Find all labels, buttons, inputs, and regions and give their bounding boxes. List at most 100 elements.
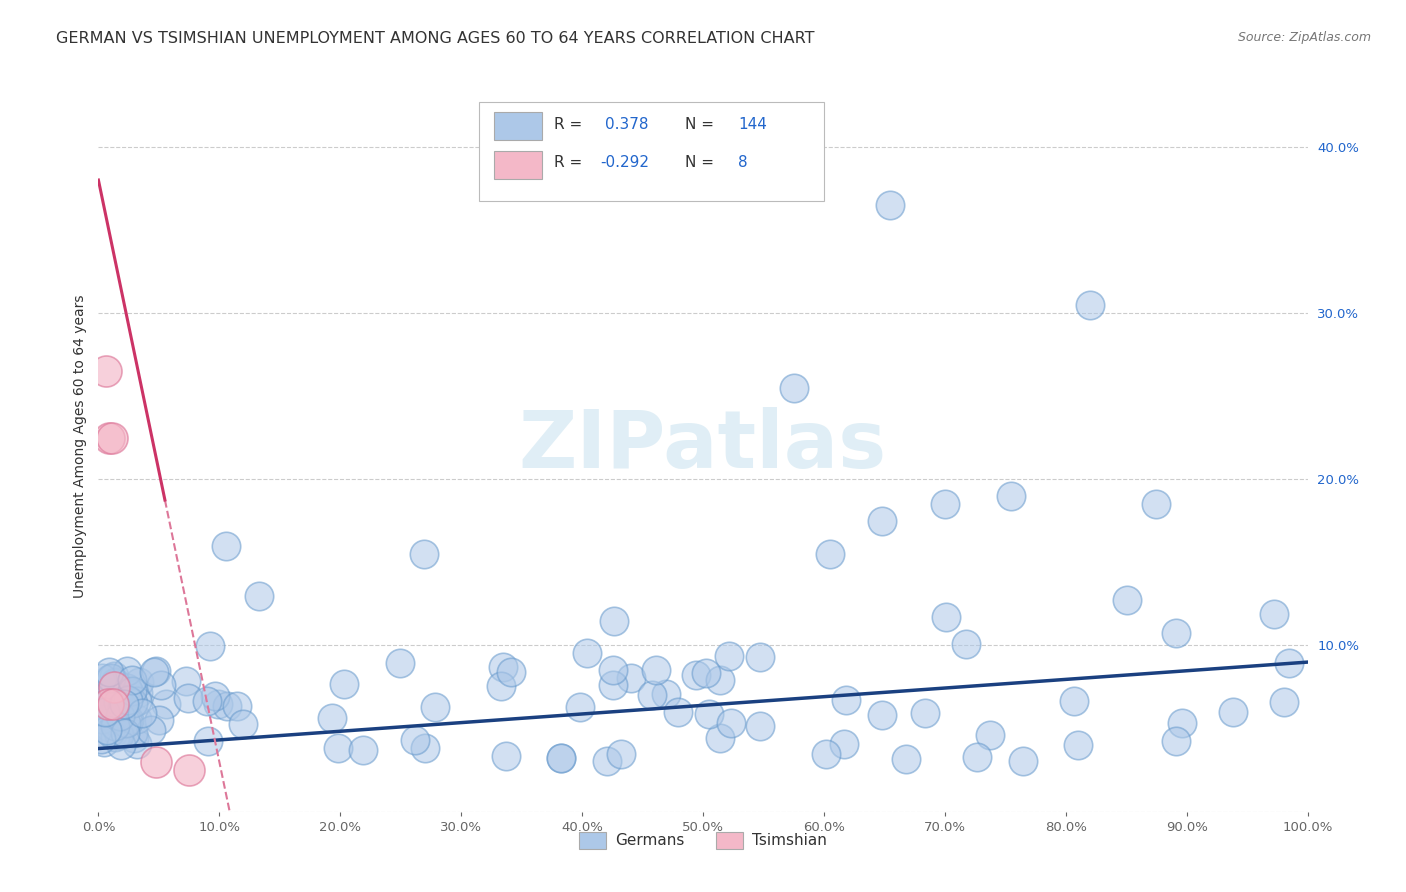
Point xyxy=(97,720,120,734)
Point xyxy=(115,681,138,696)
Point xyxy=(602,678,624,692)
Point xyxy=(100,714,122,729)
Bar xyxy=(494,152,543,179)
Point xyxy=(127,686,149,700)
Point xyxy=(104,689,127,703)
Point xyxy=(818,547,841,561)
Point xyxy=(835,692,858,706)
Point xyxy=(333,677,356,691)
Point xyxy=(93,711,115,725)
Point xyxy=(94,364,117,378)
Point xyxy=(389,657,412,671)
Point xyxy=(550,751,572,765)
Point xyxy=(117,713,139,727)
Point xyxy=(934,497,956,511)
Point xyxy=(1063,694,1085,708)
Point xyxy=(870,708,893,723)
Point xyxy=(131,706,153,721)
Point xyxy=(1166,733,1188,747)
Point xyxy=(596,754,619,768)
Text: R =: R = xyxy=(554,154,588,169)
Point xyxy=(100,671,122,685)
Point xyxy=(668,706,690,720)
Point xyxy=(97,697,120,711)
Point xyxy=(98,689,121,703)
Point xyxy=(412,547,434,561)
Point xyxy=(90,699,112,714)
Point xyxy=(124,731,146,745)
Point xyxy=(321,711,343,725)
Point xyxy=(148,713,170,727)
Point xyxy=(108,708,131,723)
Point xyxy=(879,198,901,212)
Point xyxy=(177,690,200,705)
Point xyxy=(568,699,591,714)
Point xyxy=(697,706,720,721)
Point xyxy=(197,733,219,747)
Point xyxy=(914,706,936,720)
Point xyxy=(103,680,125,694)
Point xyxy=(501,665,523,680)
Point xyxy=(782,381,804,395)
Point xyxy=(104,731,127,745)
FancyBboxPatch shape xyxy=(479,103,824,201)
Point xyxy=(207,697,229,711)
Point xyxy=(150,678,173,692)
Point xyxy=(1166,625,1188,640)
Point xyxy=(620,671,643,685)
Point xyxy=(195,694,218,708)
Point xyxy=(602,663,624,677)
Point xyxy=(108,728,131,742)
Point xyxy=(1146,497,1168,511)
Point xyxy=(117,714,139,729)
Point xyxy=(90,732,112,747)
Point xyxy=(215,539,238,553)
Point xyxy=(122,726,145,740)
Point xyxy=(640,688,662,702)
Point xyxy=(966,750,988,764)
Point xyxy=(118,685,141,699)
Point xyxy=(550,751,572,765)
Point xyxy=(103,686,125,700)
Text: GERMAN VS TSIMSHIAN UNEMPLOYMENT AMONG AGES 60 TO 64 YEARS CORRELATION CHART: GERMAN VS TSIMSHIAN UNEMPLOYMENT AMONG A… xyxy=(56,31,814,46)
Text: ZIPatlas: ZIPatlas xyxy=(519,407,887,485)
Point xyxy=(979,728,1001,742)
Y-axis label: Unemployment Among Ages 60 to 64 years: Unemployment Among Ages 60 to 64 years xyxy=(73,294,87,598)
Point xyxy=(110,715,132,730)
Point xyxy=(404,733,426,747)
Point xyxy=(127,712,149,726)
Text: N =: N = xyxy=(685,154,718,169)
Point xyxy=(215,699,238,714)
Point xyxy=(104,694,127,708)
Point xyxy=(110,738,132,752)
Point xyxy=(748,719,770,733)
Point xyxy=(96,691,118,706)
Point xyxy=(108,709,131,723)
Point xyxy=(644,663,666,677)
Point xyxy=(495,749,517,764)
Legend: Germans, Tsimshian: Germans, Tsimshian xyxy=(572,825,834,855)
Point xyxy=(709,731,731,746)
Text: Source: ZipAtlas.com: Source: ZipAtlas.com xyxy=(1237,31,1371,45)
Point xyxy=(720,715,742,730)
Point xyxy=(91,712,114,726)
Point xyxy=(425,700,447,714)
Point xyxy=(115,665,138,679)
Point xyxy=(1222,705,1244,719)
Point xyxy=(98,725,121,739)
Point xyxy=(717,649,740,664)
Point xyxy=(204,690,226,704)
Point xyxy=(122,696,145,710)
Point xyxy=(655,687,678,701)
Point xyxy=(352,743,374,757)
Point xyxy=(101,727,124,741)
Point xyxy=(97,672,120,686)
Point xyxy=(107,727,129,741)
Point xyxy=(98,665,121,679)
Point xyxy=(492,660,515,674)
Point xyxy=(104,674,127,689)
Point xyxy=(104,719,127,733)
Point xyxy=(695,666,717,681)
Point xyxy=(955,637,977,651)
Point xyxy=(101,697,124,711)
